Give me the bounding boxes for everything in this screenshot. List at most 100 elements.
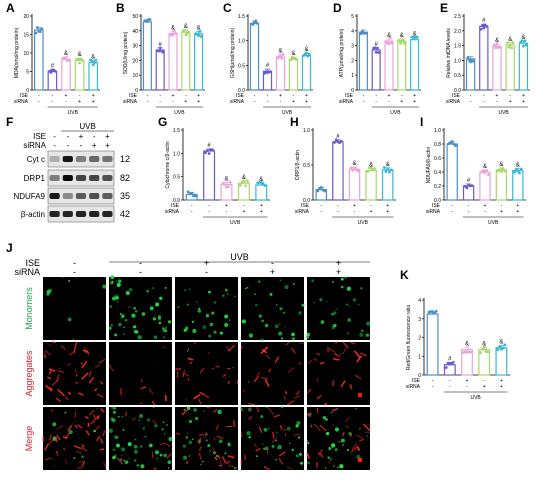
green-signal	[159, 296, 163, 300]
green-signal	[131, 313, 136, 318]
sirna-sign: -	[80, 141, 83, 150]
green-signal	[291, 337, 296, 341]
data-point	[450, 140, 454, 143]
green-signal	[260, 415, 264, 419]
y-axis-label: MDA(nmol/mg protein)	[14, 28, 20, 79]
sirna-sign: -	[172, 99, 174, 105]
ise-sign: +	[386, 203, 389, 209]
data-point	[522, 44, 525, 48]
green-signal	[139, 445, 143, 448]
sirna-sign: +	[500, 384, 503, 390]
red-signal	[64, 432, 71, 440]
green-signal	[331, 280, 335, 284]
green-signal	[165, 330, 168, 332]
significance-mark: &	[197, 26, 201, 32]
green-signal	[156, 457, 158, 459]
green-signal	[155, 302, 160, 307]
data-point	[199, 34, 203, 38]
green-signal	[121, 314, 125, 318]
green-signal	[115, 296, 119, 300]
uvb-label: UVB	[390, 110, 401, 116]
red-signal	[198, 446, 203, 452]
data-point	[171, 33, 175, 37]
green-signal	[281, 337, 284, 340]
red-signal	[249, 409, 252, 412]
data-point	[485, 169, 489, 172]
green-signal	[297, 436, 301, 439]
red-signal	[225, 425, 233, 428]
green-signal	[224, 322, 229, 328]
green-signal	[184, 326, 189, 330]
red-signal	[328, 456, 333, 464]
red-signal	[216, 435, 224, 440]
green-signal	[333, 311, 337, 315]
red-signal	[356, 355, 363, 363]
band-name: β-actin	[21, 210, 45, 219]
green-signal	[140, 464, 145, 469]
ise-sign: -	[254, 93, 256, 99]
red-signal	[310, 424, 313, 428]
green-signal	[154, 313, 156, 316]
green-signal	[191, 320, 195, 323]
uvb-header: UVB	[79, 122, 95, 131]
green-signal	[108, 428, 113, 433]
bar	[288, 58, 299, 91]
significance-mark: &	[465, 341, 469, 347]
sirna-row-label: siRNA	[123, 99, 138, 105]
green-signal	[300, 461, 304, 465]
significance-mark: &	[387, 33, 391, 39]
red-signal	[74, 381, 79, 384]
y-tick-label: 4	[351, 29, 354, 35]
green-signal	[115, 280, 118, 282]
data-point	[67, 58, 71, 62]
green-signal	[306, 440, 309, 442]
green-signal	[116, 443, 120, 448]
green-signal	[184, 289, 186, 291]
green-signal	[177, 305, 180, 309]
sirna-label: siRNA	[23, 141, 46, 150]
y-tick-label: 0.4	[434, 170, 441, 176]
green-signal	[224, 288, 228, 292]
data-point	[91, 63, 95, 67]
red-signal	[48, 368, 56, 372]
y-tick-label: 1	[418, 354, 421, 360]
micrograph-bg	[175, 342, 238, 405]
red-signal	[75, 450, 83, 455]
significance-mark: &	[482, 341, 486, 347]
data-point	[94, 58, 98, 62]
sirna-sign: -	[484, 209, 486, 215]
micrograph-bg	[307, 277, 370, 340]
green-signal	[154, 450, 160, 455]
red-signal	[265, 354, 271, 360]
green-signal	[332, 464, 336, 468]
green-signal	[197, 309, 202, 313]
green-signal	[137, 335, 142, 340]
data-point	[172, 29, 176, 33]
bar	[465, 58, 476, 91]
green-signal	[121, 447, 126, 452]
green-signal	[233, 466, 237, 470]
red-signal	[48, 370, 52, 375]
panel-letter: H	[290, 115, 299, 129]
green-signal	[168, 320, 172, 324]
band-kda: 42	[120, 209, 130, 219]
blot-band	[62, 156, 73, 162]
red-signal	[317, 449, 324, 456]
uvb-header: UVB	[230, 252, 249, 262]
sirna-sign: -	[496, 99, 498, 105]
band-kda: 35	[120, 191, 130, 201]
y-tick-label: 0.0	[434, 198, 441, 204]
uvb-label: UVB	[488, 220, 499, 226]
red-signal	[350, 445, 359, 454]
sirna-sign: +	[500, 209, 503, 215]
green-signal	[134, 438, 137, 441]
data-point	[500, 170, 503, 173]
data-point	[511, 41, 515, 44]
ise-sign: -	[93, 132, 96, 141]
bar	[426, 313, 439, 376]
red-signal	[48, 434, 53, 441]
red-signal	[96, 407, 99, 410]
green-signal	[269, 292, 273, 296]
green-signal	[325, 431, 330, 436]
green-signal	[122, 428, 125, 431]
